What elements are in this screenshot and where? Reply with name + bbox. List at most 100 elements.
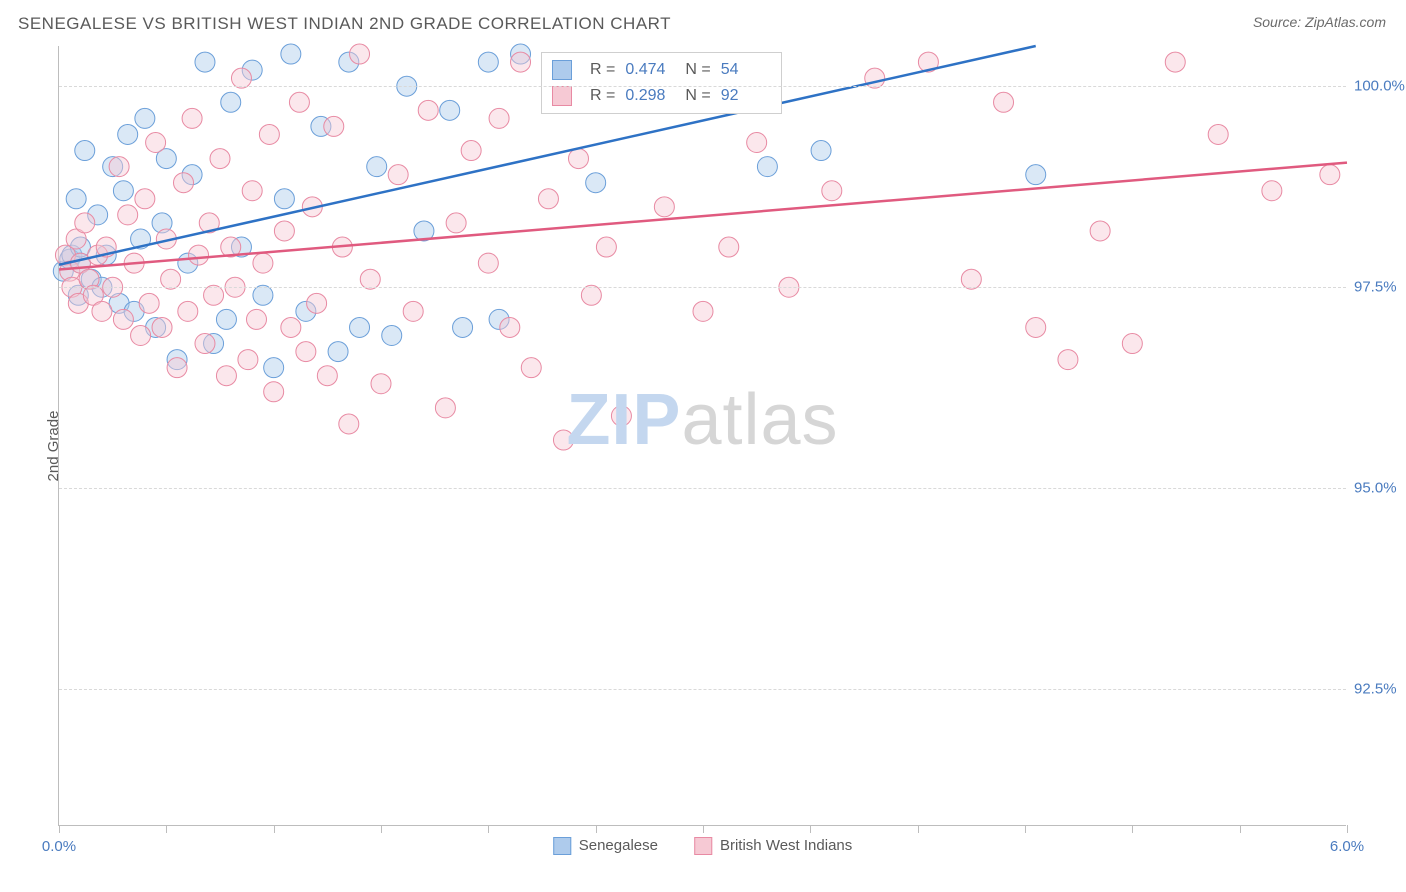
scatter-point xyxy=(131,325,151,345)
y-gridline xyxy=(59,287,1346,288)
y-tick-label: 92.5% xyxy=(1354,681,1406,698)
scatter-point xyxy=(264,382,284,402)
x-tick xyxy=(59,825,60,833)
scatter-point xyxy=(75,213,95,233)
scatter-point xyxy=(586,173,606,193)
scatter-point xyxy=(719,237,739,257)
scatter-point xyxy=(500,317,520,337)
scatter-point xyxy=(204,285,224,305)
x-tick xyxy=(488,825,489,833)
scatter-point xyxy=(264,358,284,378)
legend-bottom: Senegalese British West Indians xyxy=(553,837,853,855)
scatter-point xyxy=(446,213,466,233)
scatter-point xyxy=(961,269,981,289)
scatter-point xyxy=(161,269,181,289)
scatter-point xyxy=(581,285,601,305)
scatter-point xyxy=(216,309,236,329)
y-gridline xyxy=(59,86,1346,87)
scatter-point xyxy=(747,132,767,152)
scatter-point xyxy=(75,141,95,161)
scatter-point xyxy=(221,92,241,112)
y-tick-label: 100.0% xyxy=(1354,78,1406,95)
stat-r-label: R = xyxy=(590,57,615,83)
scatter-point xyxy=(994,92,1014,112)
scatter-point xyxy=(274,221,294,241)
stat-row: R =0.474N =54 xyxy=(552,57,771,83)
scatter-point xyxy=(1122,334,1142,354)
source-attribution: Source: ZipAtlas.com xyxy=(1253,14,1386,30)
legend-label: British West Indians xyxy=(720,837,852,854)
scatter-point xyxy=(109,157,129,177)
scatter-point xyxy=(418,100,438,120)
scatter-point xyxy=(274,189,294,209)
scatter-point xyxy=(521,358,541,378)
scatter-point xyxy=(113,309,133,329)
scatter-point xyxy=(1090,221,1110,241)
scatter-point xyxy=(289,92,309,112)
scatter-point xyxy=(350,317,370,337)
legend-label: Senegalese xyxy=(579,837,658,854)
x-tick xyxy=(810,825,811,833)
scatter-point xyxy=(1320,165,1340,185)
scatter-point xyxy=(1058,350,1078,370)
scatter-point xyxy=(654,197,674,217)
x-tick xyxy=(1347,825,1348,833)
scatter-point xyxy=(435,398,455,418)
scatter-point xyxy=(568,149,588,169)
correlation-stat-box: R =0.474N =54R =0.298N =92 xyxy=(541,52,782,114)
scatter-point xyxy=(146,132,166,152)
scatter-point xyxy=(822,181,842,201)
scatter-point xyxy=(317,366,337,386)
y-tick-label: 95.0% xyxy=(1354,480,1406,497)
scatter-point xyxy=(118,124,138,144)
scatter-point xyxy=(135,189,155,209)
scatter-point xyxy=(139,293,159,313)
chart-title: SENEGALESE VS BRITISH WEST INDIAN 2ND GR… xyxy=(18,14,671,34)
scatter-point xyxy=(135,108,155,128)
scatter-point xyxy=(360,269,380,289)
x-tick xyxy=(274,825,275,833)
scatter-point xyxy=(1026,165,1046,185)
scatter-point xyxy=(611,406,631,426)
scatter-point xyxy=(189,245,209,265)
scatter-point xyxy=(403,301,423,321)
scatter-point xyxy=(66,189,86,209)
scatter-point xyxy=(553,430,573,450)
scatter-point xyxy=(811,141,831,161)
scatter-point xyxy=(238,350,258,370)
scatter-point xyxy=(339,414,359,434)
scatter-point xyxy=(152,317,172,337)
x-tick xyxy=(703,825,704,833)
scatter-point xyxy=(1208,124,1228,144)
scatter-point xyxy=(440,100,460,120)
legend-item: British West Indians xyxy=(694,837,852,855)
scatter-point xyxy=(178,301,198,321)
scatter-point xyxy=(367,157,387,177)
scatter-point xyxy=(307,293,327,313)
scatter-point xyxy=(511,52,531,72)
x-tick xyxy=(918,825,919,833)
stat-r-value: 0.474 xyxy=(625,57,675,83)
scatter-point xyxy=(259,124,279,144)
scatter-point xyxy=(231,68,251,88)
scatter-point xyxy=(453,317,473,337)
y-gridline xyxy=(59,689,1346,690)
scatter-point xyxy=(596,237,616,257)
scatter-point xyxy=(324,116,344,136)
plot-area: ZIPatlas R =0.474N =54R =0.298N =92 Sene… xyxy=(58,46,1346,826)
scatter-point xyxy=(253,253,273,273)
scatter-point xyxy=(1165,52,1185,72)
x-tick xyxy=(596,825,597,833)
legend-item: Senegalese xyxy=(553,837,658,855)
scatter-point xyxy=(118,205,138,225)
scatter-point xyxy=(371,374,391,394)
scatter-point xyxy=(253,285,273,305)
scatter-point xyxy=(113,181,133,201)
stat-n-label: N = xyxy=(685,57,710,83)
stat-swatch xyxy=(552,60,572,80)
scatter-point xyxy=(210,149,230,169)
scatter-point xyxy=(693,301,713,321)
scatter-point xyxy=(478,253,498,273)
scatter-point xyxy=(174,173,194,193)
x-tick xyxy=(1240,825,1241,833)
